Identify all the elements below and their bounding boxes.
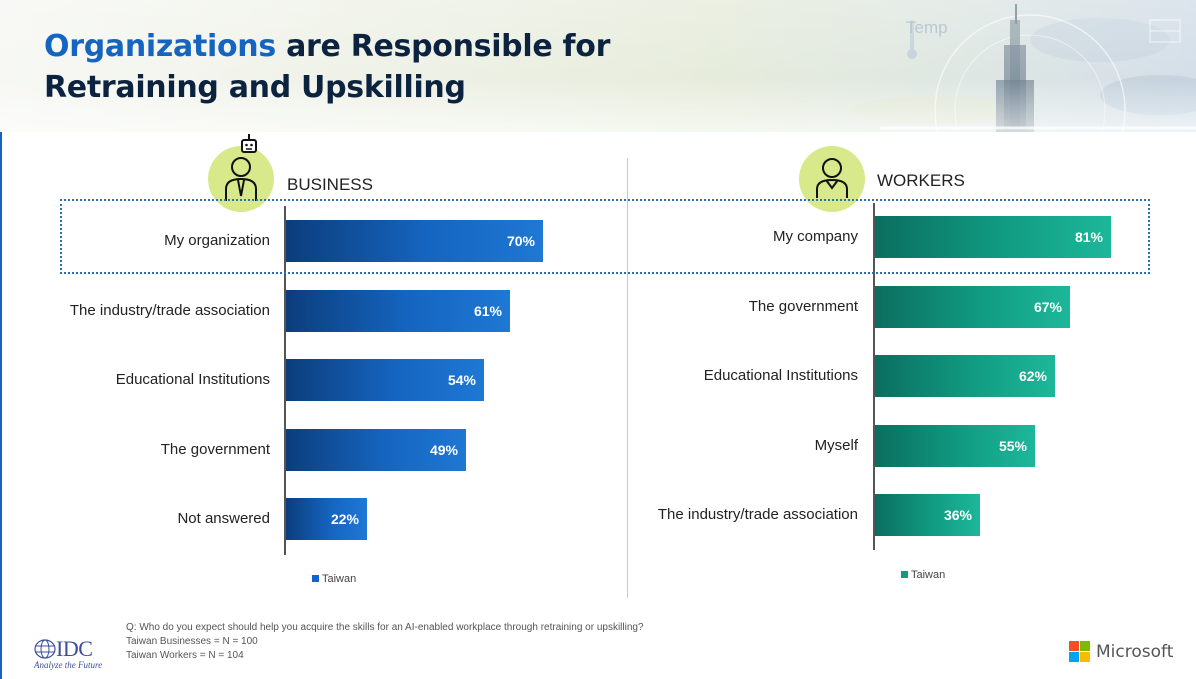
workers-legend: Taiwan (901, 569, 945, 581)
workers-axis (873, 203, 875, 550)
bar-value-label: 81% (1074, 229, 1103, 245)
bar-value-label: 61% (473, 303, 502, 319)
globe-icon (34, 639, 56, 659)
bar-value-label: 55% (998, 438, 1027, 454)
bar-value-label: 54% (447, 372, 476, 388)
left-accent-line (0, 132, 2, 679)
category-label: Educational Institutions (115, 371, 270, 388)
bar: 22% (286, 498, 367, 540)
idc-logo: IDC Analyze the Future (34, 636, 106, 672)
bar: 55% (875, 425, 1035, 467)
robot-icon (241, 134, 257, 153)
legend-label: Taiwan (322, 573, 357, 585)
category-label: The industry/trade association (69, 302, 270, 319)
footnote: Q: Who do you expect should help you acq… (126, 621, 644, 663)
bar: 36% (875, 494, 980, 536)
bar-value-label: 62% (1018, 368, 1047, 384)
idc-tagline: Analyze the Future (34, 660, 103, 670)
highlight-box (60, 199, 1150, 274)
page-title: Organizations are Responsible for Retrai… (44, 26, 610, 108)
legend-swatch (312, 575, 319, 582)
footnote-business-n: Taiwan Businesses = N = 100 (126, 636, 258, 647)
bar-value-label: 70% (506, 233, 535, 249)
title-line1-rest: are Responsible for (275, 29, 611, 64)
microsoft-wordmark: Microsoft (1096, 642, 1174, 662)
panel-divider (627, 158, 628, 598)
business-axis (284, 206, 286, 555)
bar: 54% (286, 359, 484, 401)
footnote-question: Q: Who do you expect should help you acq… (126, 622, 644, 633)
category-label: Myself (814, 437, 858, 454)
bar: 81% (875, 216, 1111, 258)
worker-icon (799, 146, 865, 212)
bar-value-label: 36% (943, 507, 972, 523)
microsoft-grid-icon (1069, 641, 1091, 663)
header-overlay (0, 0, 1196, 132)
bar: 70% (286, 220, 543, 262)
bar-value-label: 22% (330, 511, 359, 527)
category-label: The government (748, 298, 858, 315)
business-legend: Taiwan (312, 573, 356, 585)
bar: 49% (286, 429, 466, 471)
bar: 61% (286, 290, 510, 332)
workers-heading: WORKERS (877, 171, 965, 190)
businessman-robot-icon (208, 146, 274, 212)
footnote-workers-n: Taiwan Workers = N = 104 (126, 650, 244, 661)
bar: 62% (875, 355, 1055, 397)
category-label: My organization (164, 232, 270, 249)
legend-label: Taiwan (911, 569, 946, 581)
category-label: Not answered (177, 510, 270, 527)
category-label: The government (160, 441, 270, 458)
bar-value-label: 49% (429, 442, 458, 458)
bar: 67% (875, 286, 1070, 328)
temp-label: Temp (906, 18, 948, 37)
category-label: My company (772, 228, 858, 245)
legend-swatch (901, 571, 908, 578)
category-label: Educational Institutions (703, 367, 858, 384)
idc-wordmark: IDC (56, 636, 93, 661)
category-label: The industry/trade association (657, 506, 858, 523)
business-heading: BUSINESS (287, 175, 373, 194)
title-accent: Organizations (44, 29, 276, 64)
title-line2: Retraining and Upskilling (44, 70, 466, 105)
bar-value-label: 67% (1033, 299, 1062, 315)
